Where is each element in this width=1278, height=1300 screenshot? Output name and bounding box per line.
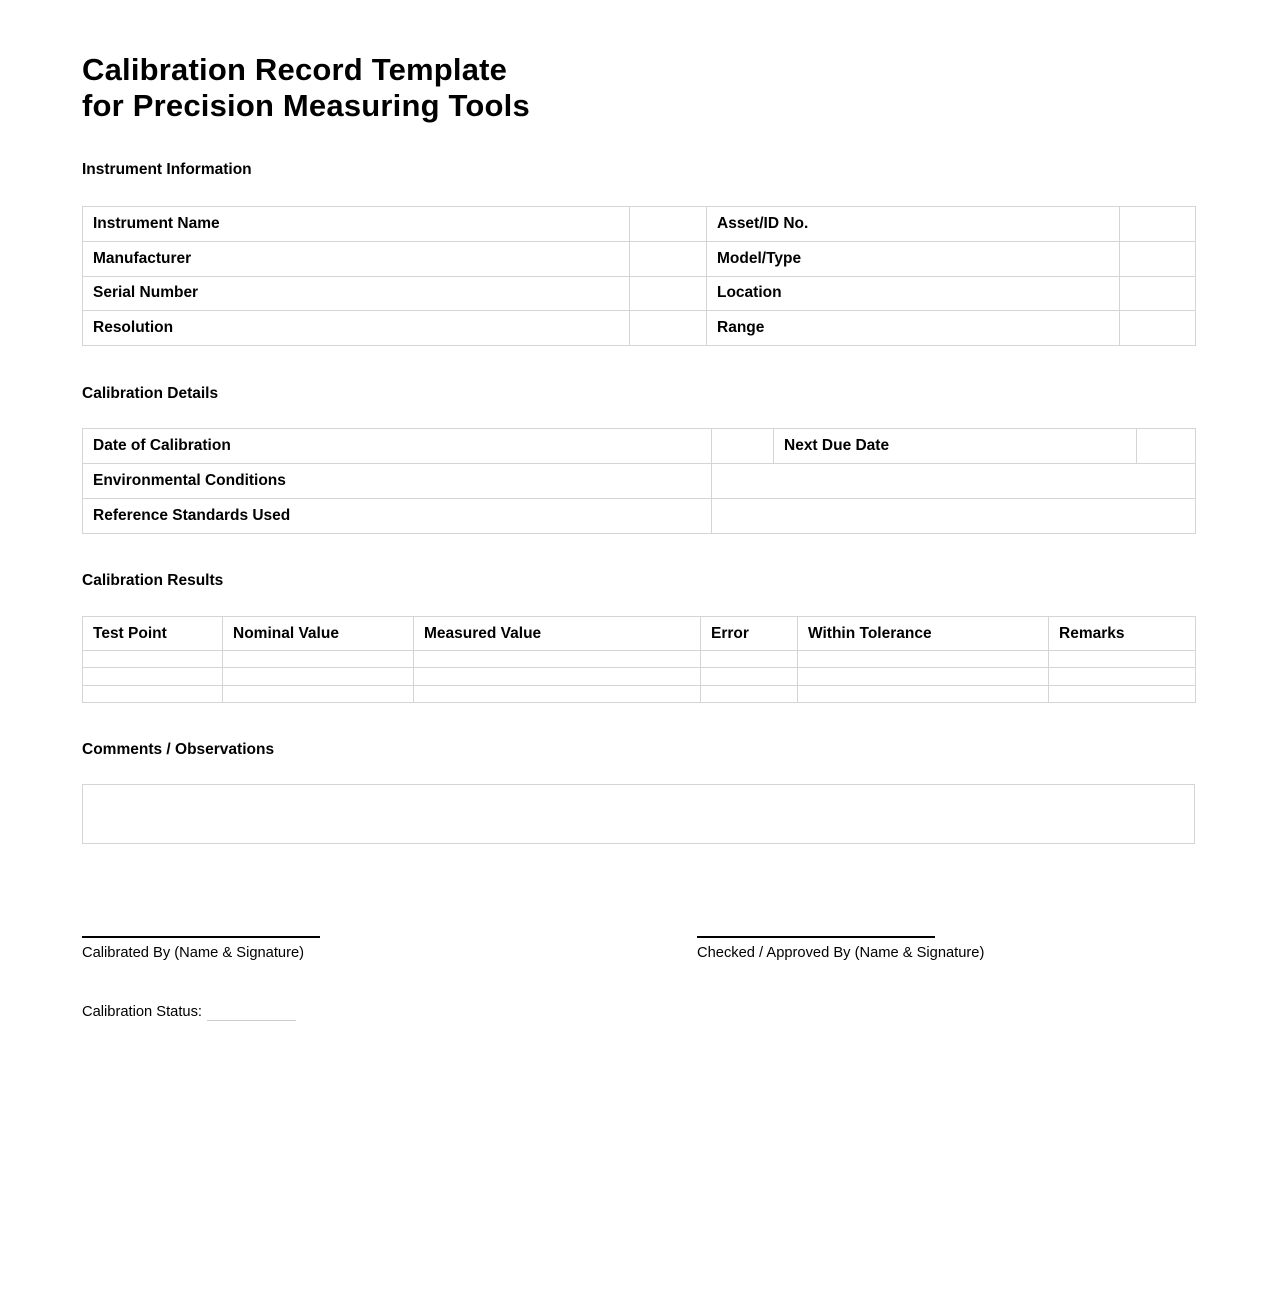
- signature-section: Calibrated By (Name & Signature) Checked…: [82, 935, 1195, 962]
- table-row: Serial Number Location: [82, 275, 1196, 312]
- checked-by-signature-line[interactable]: [697, 935, 935, 938]
- measured-value-header: Measured Value: [413, 616, 701, 651]
- within-tolerance-header: Within Tolerance: [797, 616, 1049, 651]
- result-cell[interactable]: [222, 649, 414, 669]
- reference-standards-label: Reference Standards Used: [82, 498, 712, 534]
- result-cell[interactable]: [1048, 667, 1196, 686]
- result-cell[interactable]: [700, 667, 798, 686]
- resolution-value-cell[interactable]: [629, 310, 707, 346]
- instrument-information-table: Instrument Name Asset/ID No. Manufacture…: [82, 206, 1196, 346]
- result-cell[interactable]: [82, 684, 223, 703]
- result-cell[interactable]: [797, 684, 1049, 703]
- serial-number-value-cell[interactable]: [629, 275, 707, 312]
- reference-standards-value-cell[interactable]: [711, 498, 1196, 534]
- nominal-value-header: Nominal Value: [222, 616, 414, 651]
- table-row: Manufacturer Model/Type: [82, 240, 1196, 277]
- next-due-date-value-cell[interactable]: [1136, 428, 1196, 464]
- result-cell[interactable]: [1048, 684, 1196, 703]
- remarks-header: Remarks: [1048, 616, 1196, 651]
- table-row: Date of Calibration Next Due Date: [82, 428, 1196, 464]
- checked-by-label: Checked / Approved By (Name & Signature): [697, 944, 985, 961]
- calibration-details-heading: Calibration Details: [82, 385, 219, 402]
- comments-observations-heading: Comments / Observations: [82, 740, 275, 758]
- error-header: Error: [700, 616, 798, 651]
- result-cell[interactable]: [82, 667, 223, 686]
- model-type-label: Model/Type: [706, 240, 1120, 277]
- result-cell[interactable]: [413, 649, 701, 669]
- results-empty-row: [82, 667, 1196, 686]
- result-cell[interactable]: [82, 649, 223, 669]
- calibration-status-row: Calibration Status:: [82, 1004, 1195, 1021]
- comments-input-box[interactable]: [82, 783, 1195, 844]
- manufacturer-value-cell[interactable]: [629, 240, 707, 277]
- result-cell[interactable]: [222, 684, 414, 703]
- asset-id-label: Asset/ID No.: [706, 206, 1120, 242]
- environmental-conditions-value-cell[interactable]: [711, 463, 1196, 499]
- calibrated-by-signature-line[interactable]: [82, 935, 320, 938]
- environmental-conditions-label: Environmental Conditions: [82, 463, 712, 499]
- results-empty-row: [82, 684, 1196, 703]
- asset-id-value-cell[interactable]: [1119, 206, 1196, 242]
- calibration-results-table: Test Point Nominal Value Measured Value …: [82, 616, 1196, 703]
- result-cell[interactable]: [700, 684, 798, 703]
- table-row: Instrument Name Asset/ID No.: [82, 206, 1196, 242]
- result-cell[interactable]: [700, 649, 798, 669]
- result-cell[interactable]: [1048, 649, 1196, 669]
- table-row: Resolution Range: [82, 310, 1196, 346]
- page-title-line2: for Precision Measuring Tools: [82, 88, 530, 123]
- location-value-cell[interactable]: [1119, 275, 1196, 312]
- page-title-line1: Calibration Record Template: [82, 52, 508, 87]
- result-cell[interactable]: [797, 649, 1049, 669]
- range-label: Range: [706, 310, 1120, 346]
- table-row: Environmental Conditions: [82, 463, 1196, 499]
- serial-number-label: Serial Number: [82, 275, 630, 312]
- calibration-results-heading: Calibration Results: [82, 572, 224, 589]
- instrument-name-value-cell[interactable]: [629, 206, 707, 242]
- location-label: Location: [706, 275, 1120, 312]
- result-cell[interactable]: [413, 667, 701, 686]
- manufacturer-label: Manufacturer: [82, 240, 630, 277]
- resolution-label: Resolution: [82, 310, 630, 346]
- result-cell[interactable]: [413, 684, 701, 703]
- page-title: Calibration Record Template for Precisio…: [82, 0, 1195, 124]
- instrument-name-label: Instrument Name: [82, 206, 630, 242]
- test-point-header: Test Point: [82, 616, 223, 651]
- calibration-status-label: Calibration Status:: [82, 1003, 203, 1020]
- date-of-calibration-value-cell[interactable]: [711, 428, 774, 464]
- model-type-value-cell[interactable]: [1119, 240, 1196, 277]
- result-cell[interactable]: [797, 667, 1049, 686]
- document-content: Calibration Record Template for Precisio…: [82, 0, 1196, 1021]
- date-of-calibration-label: Date of Calibration: [82, 428, 712, 464]
- instrument-information-heading: Instrument Information: [82, 161, 252, 178]
- calibration-details-table: Date of Calibration Next Due Date Enviro…: [82, 428, 1196, 534]
- results-header-row: Test Point Nominal Value Measured Value …: [82, 616, 1196, 651]
- next-due-date-label: Next Due Date: [773, 428, 1137, 464]
- results-empty-row: [82, 649, 1196, 669]
- calibration-status-fill-line[interactable]: [207, 1006, 297, 1021]
- result-cell[interactable]: [222, 667, 414, 686]
- table-row: Reference Standards Used: [82, 498, 1196, 534]
- range-value-cell[interactable]: [1119, 310, 1196, 346]
- calibrated-by-label: Calibrated By (Name & Signature): [82, 944, 305, 961]
- checked-by-block: Checked / Approved By (Name & Signature): [697, 935, 1195, 962]
- calibrated-by-block: Calibrated By (Name & Signature): [82, 935, 697, 962]
